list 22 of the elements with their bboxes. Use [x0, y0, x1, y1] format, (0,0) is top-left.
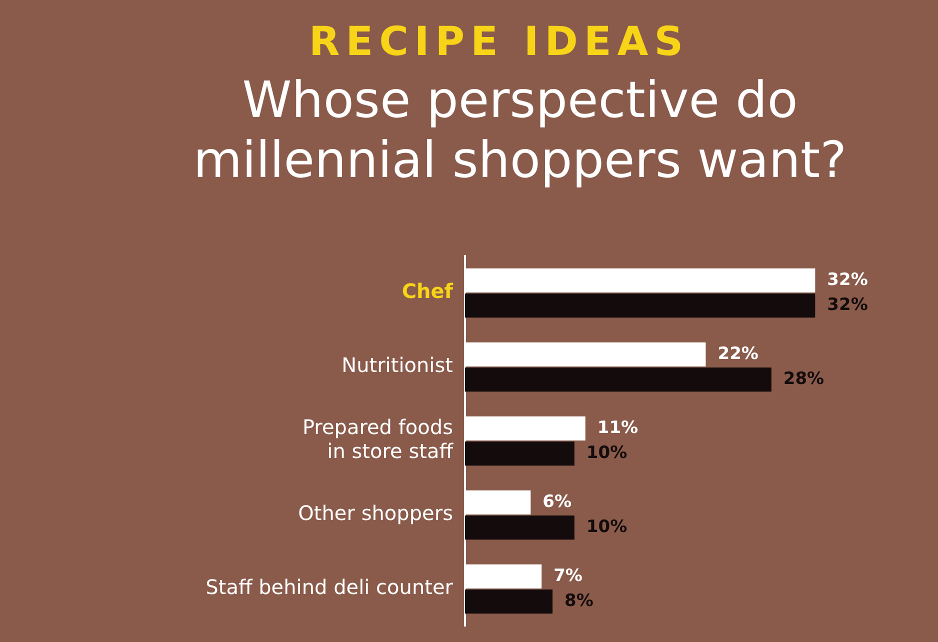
data-label: 32% [827, 270, 868, 290]
chart-subtitle: Whose perspective do millennial shoppers want? [192, 70, 848, 190]
y-tick-label: Other shoppers [298, 501, 453, 526]
bar [465, 516, 574, 540]
data-label: 10% [586, 517, 628, 537]
y-tick-label: Prepared foods in store staff [302, 415, 454, 464]
data-label: 7% [554, 566, 582, 586]
data-label: 8% [564, 591, 594, 611]
data-label: 6% [542, 492, 572, 512]
data-label: 11% [597, 418, 638, 438]
data-label: 28% [783, 369, 824, 389]
data-label: 10% [586, 443, 628, 463]
bar [465, 368, 772, 392]
bar [465, 442, 574, 466]
chart-title: RECIPE IDEAS [308, 18, 690, 66]
data-label: 32% [827, 295, 868, 315]
bar [465, 294, 816, 318]
y-tick-label: Nutritionist [342, 353, 454, 378]
y-tick-label: Staff behind deli counter [206, 575, 454, 600]
data-label: 22% [718, 344, 758, 364]
y-tick-label: Chef [402, 279, 454, 304]
bar [465, 590, 553, 614]
